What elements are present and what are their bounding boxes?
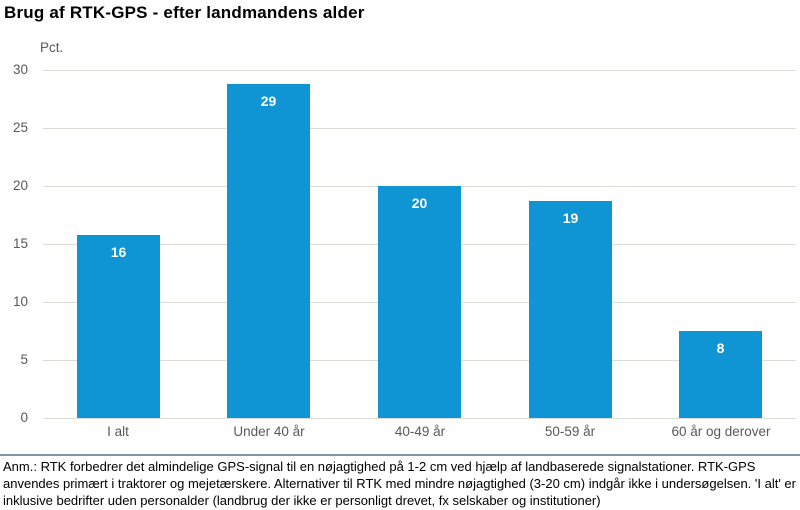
bar-value-label: 16 xyxy=(110,244,127,260)
bar-value-label: 29 xyxy=(260,93,277,109)
y-axis-unit-label: Pct. xyxy=(40,40,64,55)
bar-60-r-og-derover xyxy=(679,331,762,418)
x-axis-category-label: Under 40 år xyxy=(233,424,305,439)
chart-title: Brug af RTK-GPS - efter landmandens alde… xyxy=(4,3,365,22)
x-axis-category-label: I alt xyxy=(107,424,129,439)
y-axis-tick-label: 5 xyxy=(20,352,28,367)
y-axis-tick-label: 30 xyxy=(12,62,28,77)
gridline-25 xyxy=(43,128,796,129)
footnote-separator-line xyxy=(0,454,800,456)
y-axis-tick-label: 25 xyxy=(12,120,28,135)
footnote-text: Anm.: RTK forbedrer det almindelige GPS-… xyxy=(3,459,796,508)
bar-value-label: 19 xyxy=(562,210,579,226)
gridline-30 xyxy=(43,70,796,71)
y-axis-tick-label: 15 xyxy=(12,236,28,251)
y-axis-tick-label: 0 xyxy=(20,410,28,425)
y-axis-tick-label: 10 xyxy=(12,294,28,309)
gridline-0 xyxy=(43,418,796,419)
bar-under-40-r xyxy=(227,84,310,418)
x-axis-category-label: 40-49 år xyxy=(394,424,446,439)
y-axis-tick-label: 20 xyxy=(12,178,28,193)
bar-i-alt xyxy=(77,235,160,418)
bar-value-label: 8 xyxy=(716,340,725,356)
x-axis-category-label: 60 år og derover xyxy=(671,424,771,439)
bar-value-label: 20 xyxy=(411,195,428,211)
bar-50-59-r xyxy=(529,201,612,418)
x-axis-category-label: 50-59 år xyxy=(544,424,596,439)
bar-40-49-r xyxy=(378,186,461,418)
